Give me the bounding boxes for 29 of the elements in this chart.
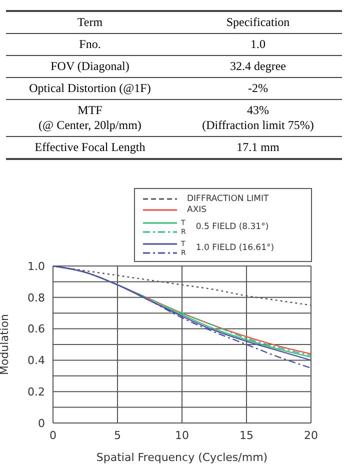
x-tick-label: 20: [304, 428, 318, 442]
y-tick-label: 1.0: [28, 260, 45, 273]
text: 17.1 mm: [236, 139, 280, 156]
text: FOV (Diagonal): [50, 58, 130, 75]
x-tick-label: 5: [114, 428, 121, 442]
legend-label: AXIS: [187, 204, 207, 214]
x-axis-title: Spatial Frequency (Cycles/mm): [96, 451, 268, 464]
legend-label: DIFFRACTION LIMIT: [187, 194, 269, 204]
x-tick-label: 0: [50, 428, 56, 442]
text: Fno.: [78, 36, 102, 53]
text: Effective Focal Length: [34, 139, 146, 156]
y-tick-label: 0.2: [28, 386, 45, 399]
text: 1.0: [250, 36, 266, 53]
text: 43% (Diffraction limit 75%): [201, 102, 315, 134]
y-tick-label: 0: [38, 416, 45, 430]
x-tick-label: 15: [240, 428, 254, 442]
y-axis-title: Modulation: [0, 314, 11, 376]
text: Optical Distortion (@1F): [28, 80, 152, 97]
text: Specification: [225, 14, 291, 31]
text: 0.5 FIELD (8.31°): [196, 222, 269, 232]
y-tick-label: 0.6: [28, 322, 45, 336]
text: MTF (@ Center, 20lp/mm): [38, 102, 142, 134]
text: 1.0 FIELD (16.61°): [196, 243, 274, 253]
y-tick-label: 0.8: [28, 291, 45, 304]
text: 32.4 degree: [229, 58, 287, 75]
text: -2%: [247, 80, 269, 97]
x-tick-label: 10: [175, 428, 189, 442]
text: Term: [76, 14, 104, 31]
y-tick-label: 0.4: [28, 354, 45, 368]
